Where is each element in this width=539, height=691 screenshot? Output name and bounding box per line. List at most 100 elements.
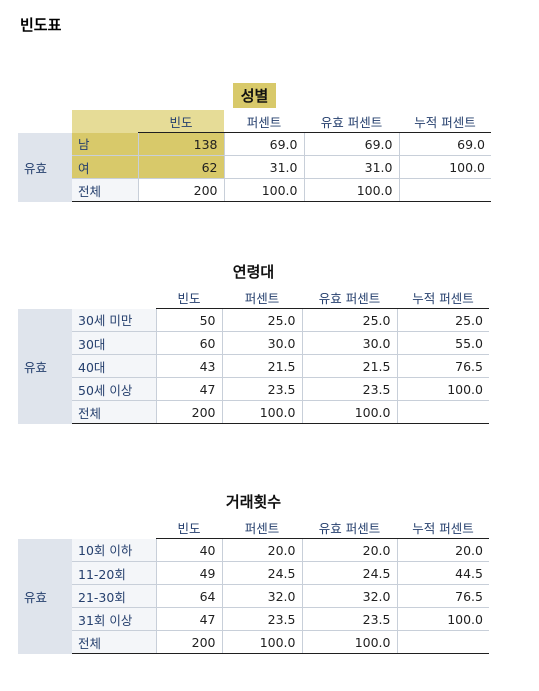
table-row: 40대 43 21.5 21.5 76.5 (18, 354, 489, 378)
cell: 25.0 (221, 308, 302, 332)
column-header: 빈도 (156, 516, 222, 539)
cell: 31.0 (303, 155, 399, 179)
table-row: 전체 200 100.0 100.0 (18, 400, 489, 424)
table-row: 여 62 31.0 31.0 100.0 (18, 155, 491, 179)
cell: 100.0 (301, 630, 397, 654)
cell: 31.0 (223, 155, 304, 179)
cell: 44.5 (396, 561, 489, 585)
frequency-table-transactions: 거래횟수 빈도 퍼센트 유효 퍼센트 누적 퍼센트 유효 10회 이하 40 2… (18, 486, 489, 654)
cell: 200 (137, 178, 224, 202)
cell: 47 (155, 377, 222, 401)
cell: 25.0 (396, 308, 489, 332)
row-label: 21-30회 (72, 584, 156, 608)
cell: 32.0 (301, 584, 397, 608)
cell: 21.5 (301, 354, 397, 378)
row-label: 30세 미만 (72, 308, 156, 332)
frequency-table-age: 연령대 빈도 퍼센트 유효 퍼센트 누적 퍼센트 유효 30세 미만 50 25… (18, 256, 489, 424)
table-title: 성별 (232, 82, 277, 108)
cell: 30.0 (221, 331, 302, 355)
table-title: 거래횟수 (225, 492, 282, 511)
cell: 69.0 (223, 132, 304, 156)
cell: 100.0 (221, 400, 302, 424)
cell: 100.0 (223, 178, 304, 202)
cell: 30.0 (301, 331, 397, 355)
row-label: 전체 (72, 178, 138, 202)
table-row: 11-20회 49 24.5 24.5 44.5 (18, 561, 489, 585)
cell: 23.5 (301, 377, 397, 401)
cell: 24.5 (221, 561, 302, 585)
row-label: 10회 이하 (72, 538, 156, 562)
cell: 21.5 (221, 354, 302, 378)
row-label: 11-20회 (72, 561, 156, 585)
row-label: 30대 (72, 331, 156, 355)
cell: 49 (155, 561, 222, 585)
row-label: 여 (72, 155, 138, 179)
column-header: 누적 퍼센트 (399, 110, 491, 133)
table-row: 50세 이상 47 23.5 23.5 100.0 (18, 377, 489, 401)
cell: 62 (137, 155, 224, 179)
table-row: 유효 남 138 69.0 69.0 69.0 (18, 132, 491, 202)
row-label: 전체 (72, 630, 156, 654)
cell: 55.0 (396, 331, 489, 355)
cell: 40 (155, 538, 222, 562)
table-row: 유효 10회 이하 40 20.0 20.0 20.0 (18, 538, 489, 654)
table-row: 전체 200 100.0 100.0 (18, 178, 491, 202)
column-header: 빈도 (138, 110, 224, 133)
row-group-label: 유효 (18, 538, 72, 654)
table-row: 31회 이상 47 23.5 23.5 100.0 (18, 607, 489, 631)
column-header: 빈도 (156, 286, 222, 309)
cell: 43 (155, 354, 222, 378)
cell: 100.0 (396, 607, 489, 631)
cell (396, 630, 489, 654)
column-header: 퍼센트 (222, 286, 302, 309)
cell: 69.0 (398, 132, 491, 156)
table-row: 유효 30세 미만 50 25.0 25.0 25.0 (18, 308, 489, 424)
cell: 47 (155, 607, 222, 631)
row-label: 전체 (72, 400, 156, 424)
cell (396, 400, 489, 424)
column-header: 유효 퍼센트 (302, 286, 397, 309)
column-header: 누적 퍼센트 (397, 286, 489, 309)
cell: 200 (155, 400, 222, 424)
cell: 25.0 (301, 308, 397, 332)
cell: 100.0 (398, 155, 491, 179)
cell: 50 (155, 308, 222, 332)
cell: 32.0 (221, 584, 302, 608)
cell: 20.0 (301, 538, 397, 562)
cell: 100.0 (221, 630, 302, 654)
frequency-table-gender: 성별 빈도 퍼센트 유효 퍼센트 누적 퍼센트 유효 남 138 69.0 69… (18, 80, 491, 202)
cell: 20.0 (396, 538, 489, 562)
column-header: 유효 퍼센트 (304, 110, 399, 133)
cell: 23.5 (221, 607, 302, 631)
cell: 76.5 (396, 584, 489, 608)
row-group-label: 유효 (18, 132, 72, 202)
cell (398, 178, 491, 202)
cell: 23.5 (221, 377, 302, 401)
cell: 100.0 (301, 400, 397, 424)
table-row: 전체 200 100.0 100.0 (18, 630, 489, 654)
row-group-label: 유효 (18, 308, 72, 424)
row-label: 남 (72, 132, 138, 156)
cell: 100.0 (303, 178, 399, 202)
cell: 24.5 (301, 561, 397, 585)
row-label: 50세 이상 (72, 377, 156, 401)
column-header: 퍼센트 (224, 110, 304, 133)
table-row: 21-30회 64 32.0 32.0 76.5 (18, 584, 489, 608)
table-title: 연령대 (232, 262, 275, 281)
column-header: 누적 퍼센트 (397, 516, 489, 539)
row-label: 40대 (72, 354, 156, 378)
cell: 60 (155, 331, 222, 355)
table-row: 30대 60 30.0 30.0 55.0 (18, 331, 489, 355)
cell: 100.0 (396, 377, 489, 401)
cell: 76.5 (396, 354, 489, 378)
cell: 138 (137, 132, 224, 156)
cell: 23.5 (301, 607, 397, 631)
cell: 200 (155, 630, 222, 654)
cell: 64 (155, 584, 222, 608)
column-header: 유효 퍼센트 (302, 516, 397, 539)
output-heading: 빈도표 (20, 16, 62, 34)
row-label: 31회 이상 (72, 607, 156, 631)
column-header: 퍼센트 (222, 516, 302, 539)
cell: 20.0 (221, 538, 302, 562)
cell: 69.0 (303, 132, 399, 156)
